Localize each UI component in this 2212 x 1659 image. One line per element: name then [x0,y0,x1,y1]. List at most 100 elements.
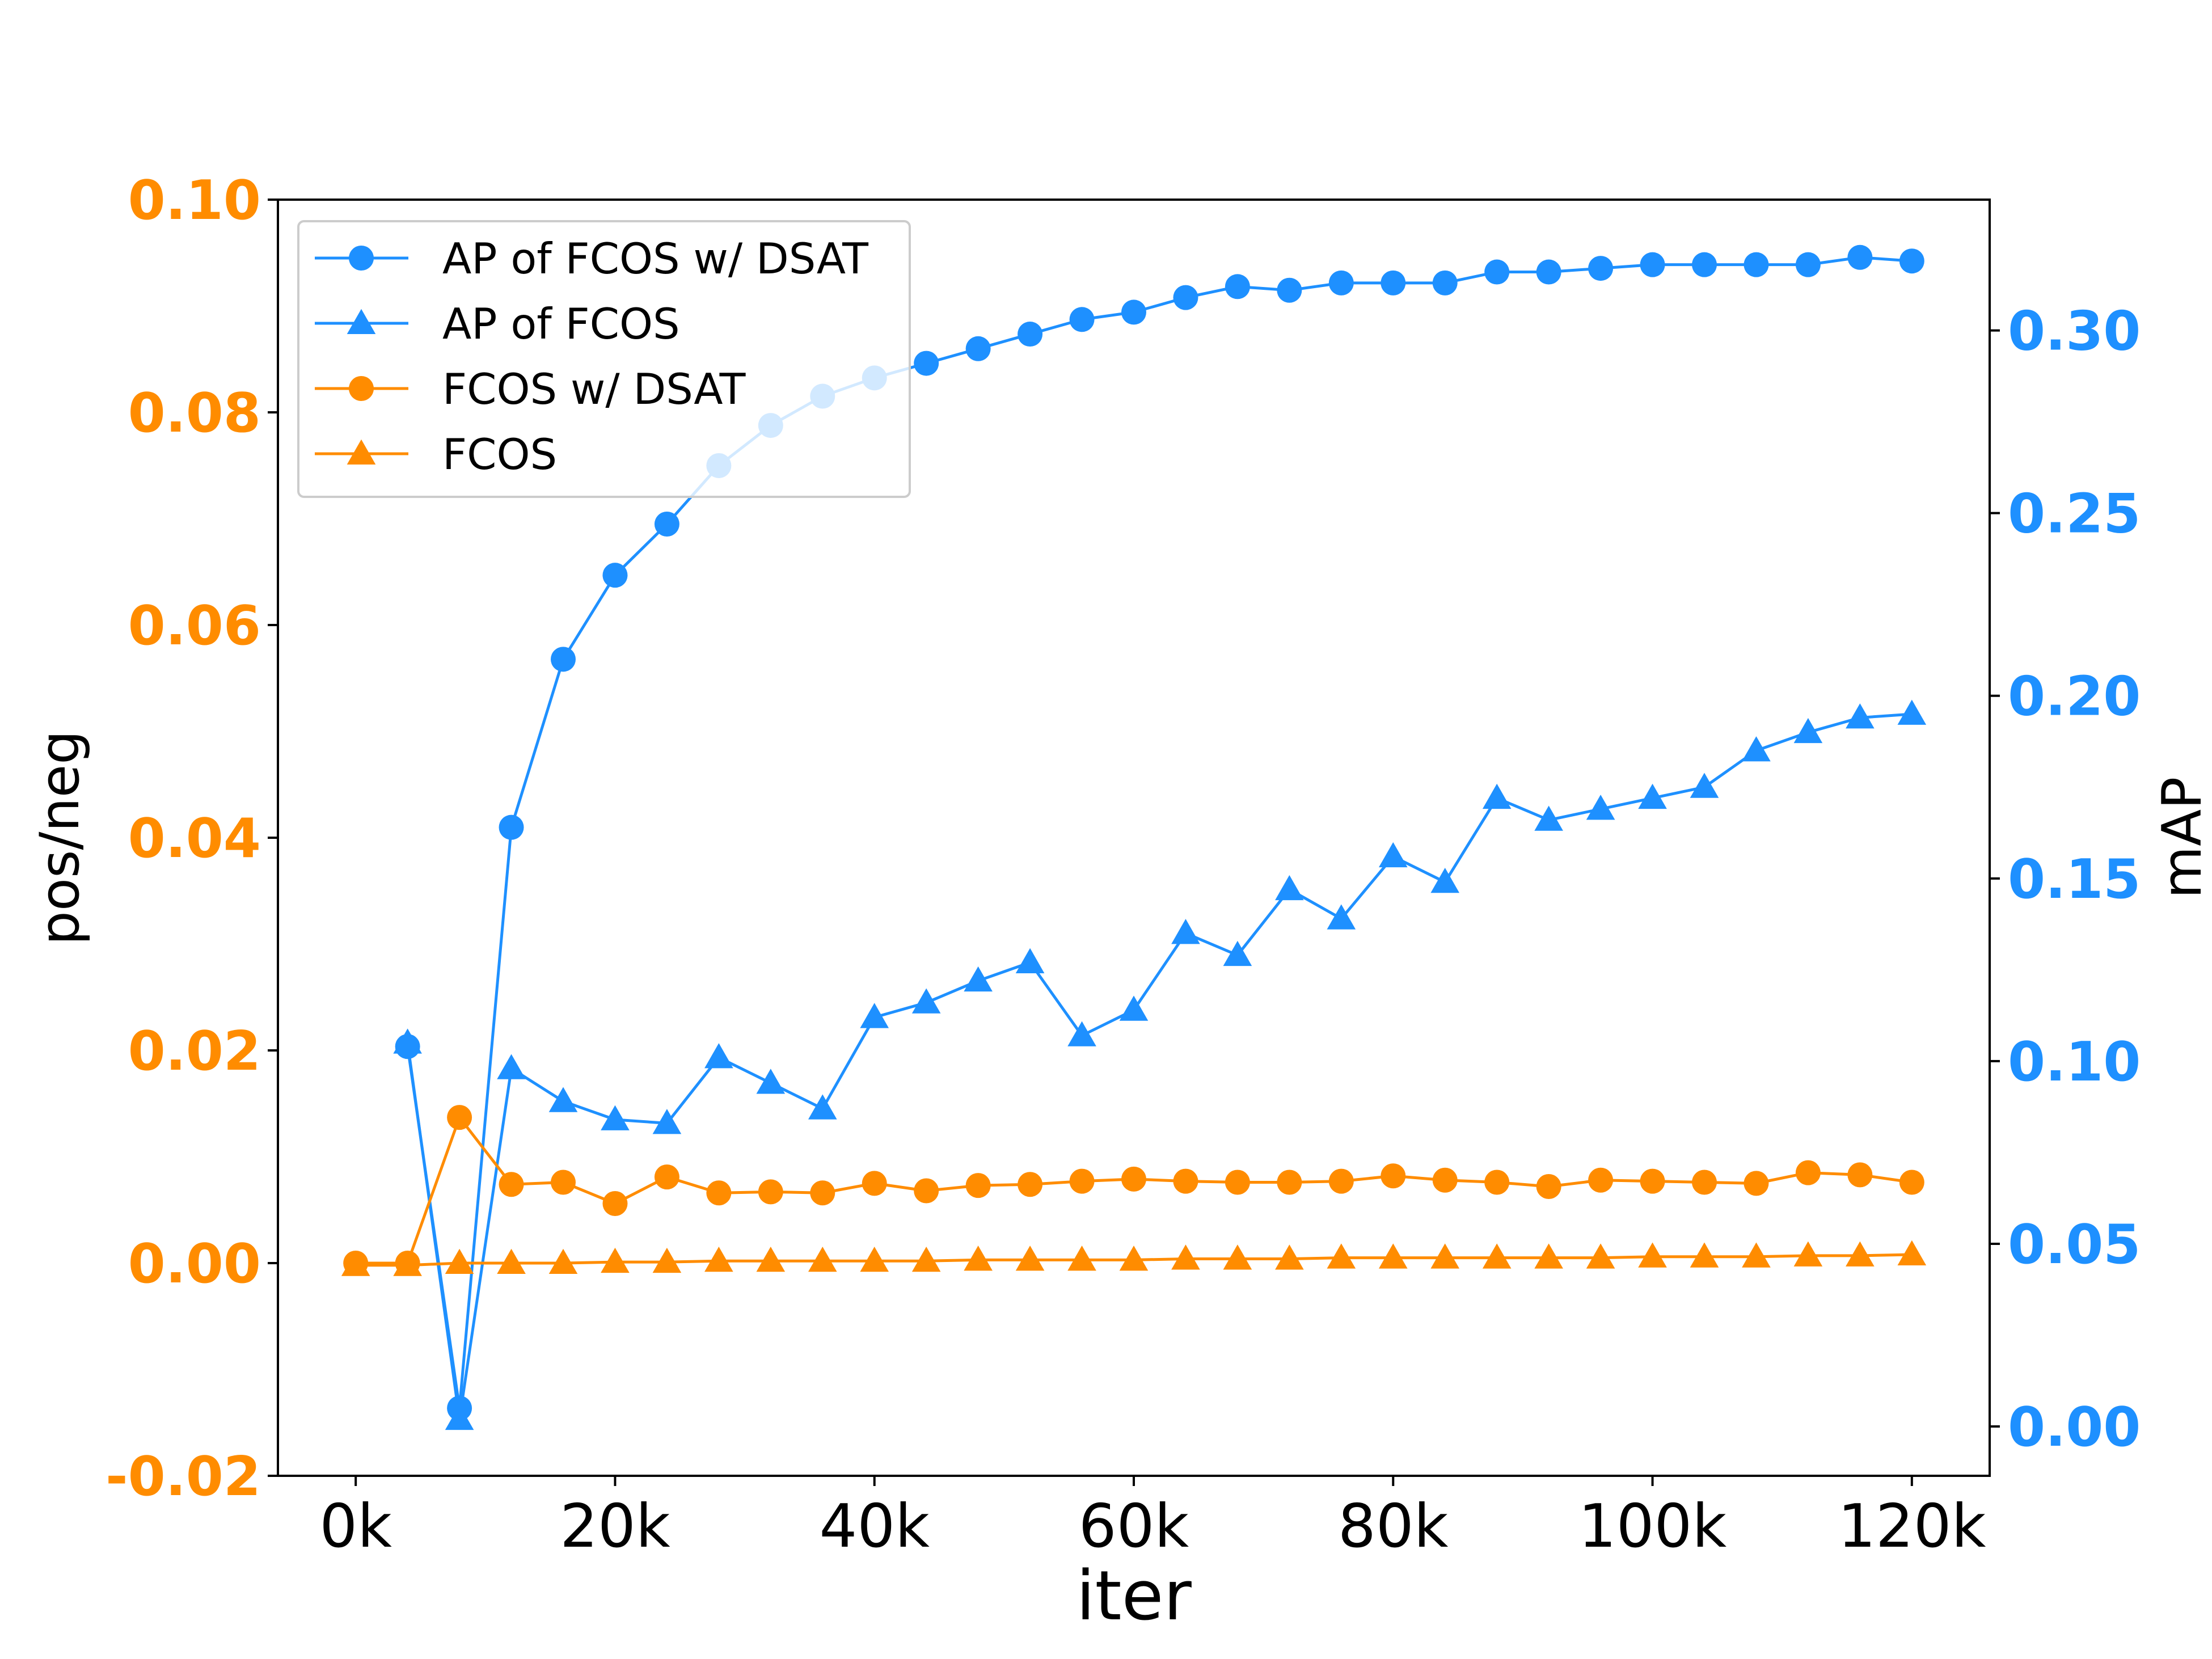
x-tick-label: 80k [1338,1492,1449,1561]
series-layer [341,244,1927,1430]
legend-label: AP of FCOS w/ DSAT [442,234,869,284]
data-point [551,1170,576,1195]
data-point [758,1179,783,1205]
y-right-tick-label: 0.10 [2008,1031,2141,1094]
data-point [808,1094,837,1120]
legend-label: FCOS [442,429,557,479]
y-right-tick-label: 0.30 [2008,301,2141,363]
data-point [1897,699,1927,725]
legend-label: FCOS w/ DSAT [442,364,746,414]
data-point [652,1247,682,1273]
data-point [1223,940,1252,966]
x-tick-label: 100k [1578,1492,1726,1561]
y-right-tick-label: 0.00 [2008,1396,2141,1459]
data-point [1327,1243,1356,1269]
data-point [964,966,993,992]
data-point [1225,1170,1250,1195]
data-point [1121,1166,1146,1192]
data-point [1586,795,1615,820]
legend: AP of FCOS w/ DSAT AP of FCOS FCOS w/ DSAT… [297,220,911,498]
data-point [1277,1170,1302,1195]
data-point [1378,842,1408,868]
data-point [1744,1171,1769,1196]
data-point [1173,285,1198,310]
axes-layer: 0k 20k 40k 60k 80k 100k 120k -0.02 0.00 0.02 0.04 0… [105,170,2141,1561]
data-point [704,1043,733,1069]
data-point [445,1248,474,1274]
data-point [911,988,941,1014]
data-point [548,1087,578,1112]
data-point [551,647,576,672]
data-point [1484,259,1510,285]
y-left-tick-label: 0.04 [128,808,261,870]
data-point [706,1180,732,1206]
data-point [1899,1170,1924,1195]
legend-entry-ap-of-fcos: AP of FCOS [315,299,680,349]
data-point [914,1178,939,1204]
data-point [1536,259,1561,285]
data-point [497,1054,526,1079]
data-point [1381,270,1406,296]
y-right-tick-label: 0.20 [2008,666,2141,728]
data-point [965,1173,991,1198]
data-point [862,1171,887,1196]
y-axis-right-label: mAP [2151,777,2212,899]
y-right-tick-label: 0.05 [2008,1214,2141,1276]
data-point [756,1246,786,1272]
data-point [1430,1243,1460,1269]
data-point [654,512,679,537]
x-tick-label: 20k [560,1492,670,1561]
data-point [602,1191,628,1216]
x-tick-label: 40k [820,1492,930,1561]
data-point [601,1105,630,1130]
data-point [1484,1170,1510,1195]
data-point [1067,1021,1096,1046]
y-left-tick-label: 0.08 [128,382,261,445]
y-left-tick-label: -0.02 [105,1446,261,1508]
legend-entry-fcos: FCOS [315,429,557,479]
data-point [1482,783,1512,809]
data-point [704,1246,733,1272]
data-point [1534,1243,1563,1269]
data-point [860,1003,889,1028]
data-point [1378,1243,1408,1269]
data-point [1119,1246,1149,1271]
data-point [1588,256,1614,281]
data-point [1069,307,1095,332]
data-point [1171,919,1200,944]
data-point [1482,1243,1512,1269]
y-left-tick-label: 0.10 [128,170,261,232]
data-point [1690,1242,1719,1268]
data-point [1121,299,1146,325]
data-point [756,1069,786,1094]
data-point [654,1164,679,1190]
data-point [1692,252,1717,277]
legend-box [297,220,911,498]
series-line [406,712,1912,1421]
data-point [1690,772,1719,798]
data-point [1067,1246,1096,1271]
data-point [1744,252,1769,277]
legend-entry-fcos-w-dsat: FCOS w/ DSAT [315,364,746,414]
x-tick-label: 120k [1838,1492,1986,1561]
data-point [808,1246,837,1272]
data-point [1795,252,1821,277]
y-left-tick-label: 0.06 [128,595,261,657]
data-point [1846,1241,1875,1267]
data-point [965,336,991,361]
data-point [810,1180,835,1206]
data-point [1069,1168,1095,1194]
legend-marker [347,439,376,465]
data-point [1430,867,1460,893]
data-point [1015,948,1045,973]
data-point [1795,1160,1821,1185]
legend-marker [347,309,376,334]
y-left-tick-label: 0.02 [128,1020,261,1083]
x-tick-label: 60k [1079,1492,1189,1561]
data-point [1432,1167,1458,1193]
data-point [1223,1244,1252,1270]
legend-entry-ap-of-fcos-w-dsat: AP of FCOS w/ DSAT [315,234,869,284]
data-point [1793,1241,1823,1267]
data-point [1275,1244,1304,1270]
